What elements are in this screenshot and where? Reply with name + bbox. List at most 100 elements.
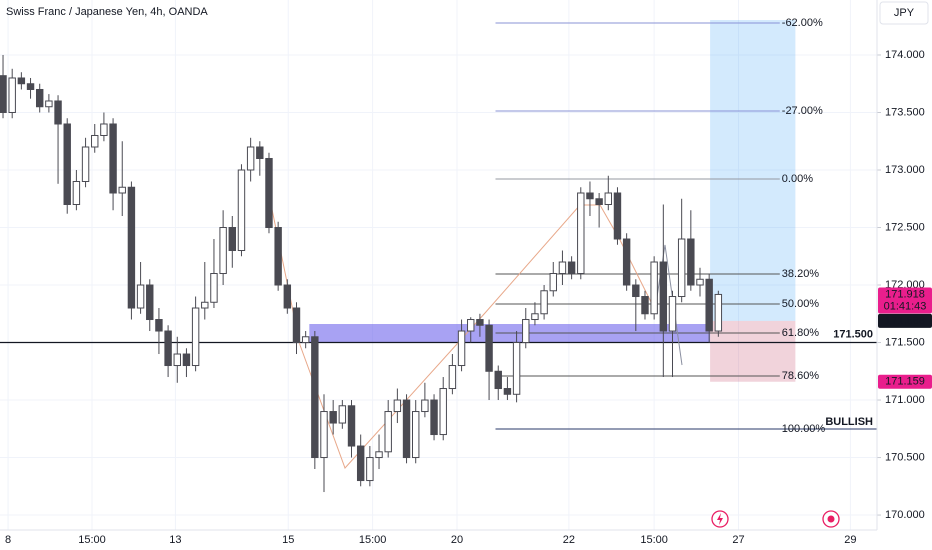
candle-body bbox=[256, 146, 264, 159]
candle-body bbox=[540, 290, 548, 315]
x-tick-label: 22 bbox=[563, 534, 575, 546]
candle-body bbox=[118, 186, 126, 194]
candle-body bbox=[8, 77, 16, 113]
candle-body bbox=[219, 227, 227, 275]
y-tick-label: 171.000 bbox=[885, 394, 925, 406]
price-tag bbox=[878, 287, 932, 314]
y-tick-label: 171.500 bbox=[885, 336, 925, 348]
x-tick-label: 20 bbox=[451, 534, 463, 546]
candle-body bbox=[503, 388, 512, 395]
candle-body bbox=[604, 192, 613, 206]
candle-body bbox=[173, 353, 181, 367]
fib-label: -62.00% bbox=[782, 17, 823, 29]
candle-body bbox=[586, 192, 594, 200]
candle-body bbox=[274, 227, 282, 286]
fib-label: 61.80% bbox=[782, 327, 820, 339]
y-tick-label: 174.000 bbox=[885, 49, 925, 61]
candle-body bbox=[338, 405, 347, 424]
candle-body bbox=[311, 336, 319, 459]
candle-body bbox=[384, 411, 392, 453]
y-tick-label: 173.500 bbox=[885, 106, 925, 118]
candle-body bbox=[228, 227, 237, 252]
candle-body bbox=[201, 301, 209, 309]
candle-body bbox=[622, 238, 631, 286]
candle-body bbox=[347, 405, 356, 447]
candle-body bbox=[155, 319, 163, 332]
x-tick-label: 15 bbox=[282, 534, 294, 546]
candle-body bbox=[301, 336, 310, 344]
candle-body bbox=[705, 278, 713, 332]
candle-body bbox=[531, 313, 539, 321]
candle-body bbox=[476, 319, 484, 326]
candle-body bbox=[72, 180, 81, 206]
candle-body bbox=[485, 324, 493, 372]
candle-body bbox=[366, 457, 374, 482]
countdown: 01:41:43 bbox=[884, 300, 927, 312]
candle-body bbox=[457, 330, 466, 367]
candle-body bbox=[63, 123, 71, 206]
candle-body bbox=[292, 307, 301, 344]
candle-body bbox=[136, 284, 145, 309]
candle-body bbox=[512, 342, 521, 395]
candle-body bbox=[191, 307, 200, 367]
grid bbox=[0, 0, 877, 530]
candle-body bbox=[696, 278, 704, 286]
candle-body bbox=[659, 261, 668, 332]
candle-body bbox=[81, 146, 90, 182]
candle-body bbox=[146, 284, 154, 321]
candle-body bbox=[375, 451, 383, 459]
candle-body bbox=[650, 261, 658, 315]
candle-body bbox=[687, 238, 695, 286]
stop-area bbox=[710, 320, 796, 382]
candle-body bbox=[17, 77, 26, 85]
projection-line bbox=[654, 244, 683, 366]
annotation: BULLISH bbox=[825, 416, 873, 428]
candle-body bbox=[127, 186, 136, 309]
candle-body bbox=[421, 399, 429, 413]
candle-body bbox=[577, 192, 585, 275]
fib-label: 38.20% bbox=[782, 268, 820, 280]
candle-body bbox=[182, 353, 191, 367]
price-tag-label: 171.159 bbox=[885, 376, 925, 388]
candle-body bbox=[356, 445, 365, 482]
target-area bbox=[710, 20, 796, 321]
event-icon-glyph bbox=[717, 513, 723, 525]
candles bbox=[0, 54, 723, 493]
candle-body bbox=[393, 399, 402, 413]
candle-body bbox=[439, 388, 447, 436]
price-tag-label: 171.918 bbox=[885, 288, 925, 300]
y-tick-label: 173.000 bbox=[885, 164, 925, 176]
candle-body bbox=[714, 293, 723, 332]
currency-box[interactable] bbox=[879, 1, 929, 25]
price-tag bbox=[878, 313, 932, 328]
candle-body bbox=[522, 319, 530, 344]
candle-body bbox=[467, 319, 475, 332]
candle-body bbox=[320, 411, 328, 459]
candle-body bbox=[210, 273, 218, 303]
candle-body bbox=[558, 261, 567, 275]
candle-body bbox=[677, 238, 686, 298]
candle-body bbox=[402, 399, 411, 459]
candle-body bbox=[265, 157, 273, 229]
x-tick-label: 15:00 bbox=[640, 534, 668, 546]
x-tick-label: 29 bbox=[844, 534, 856, 546]
candle-body bbox=[448, 365, 457, 390]
candle-body bbox=[668, 296, 677, 332]
candle-body bbox=[91, 134, 99, 148]
price-tag bbox=[878, 374, 932, 389]
currency[interactable]: JPY bbox=[894, 7, 915, 19]
candle-body bbox=[237, 169, 246, 252]
y-tick-label: 170.500 bbox=[885, 451, 925, 463]
level-label: 171.500 bbox=[833, 328, 873, 340]
candle-body bbox=[45, 100, 53, 108]
x-tick-label: 15:00 bbox=[359, 534, 387, 546]
x-tick-label: 27 bbox=[732, 534, 744, 546]
labels: 170.000170.500171.000171.500172.000172.5… bbox=[5, 49, 932, 546]
candle-body bbox=[494, 370, 502, 390]
fib-label: 0.00% bbox=[782, 173, 813, 185]
candle-body bbox=[283, 284, 292, 309]
fib-label: 50.00% bbox=[782, 298, 820, 310]
candle-body bbox=[595, 198, 603, 206]
candle-body bbox=[164, 330, 172, 367]
